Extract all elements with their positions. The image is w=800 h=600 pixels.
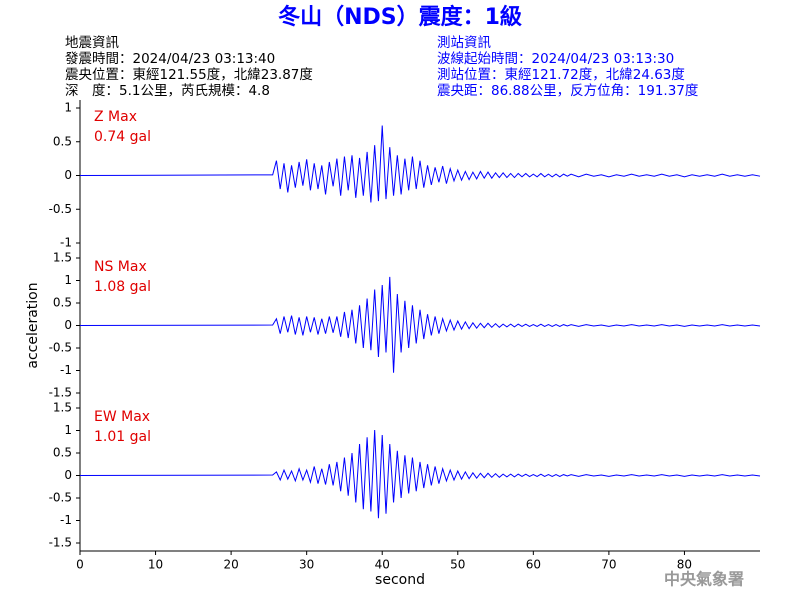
y-tick-label: 0 <box>64 318 72 332</box>
x-tick-label: 70 <box>601 558 616 572</box>
y-tick-label: -1 <box>60 513 72 527</box>
y-tick-label: -0.5 <box>49 491 72 505</box>
waveform <box>79 276 761 373</box>
x-tick-label: 40 <box>375 558 390 572</box>
x-tick-label: 60 <box>526 558 541 572</box>
x-tick-label: 50 <box>450 558 465 572</box>
y-tick-label: 1 <box>64 273 72 287</box>
info-left: 發震時間：2024/04/23 03:13:40 <box>65 51 275 67</box>
info-right: 震央距：86.88公里，反方位角：191.37度 <box>437 83 698 99</box>
component-label: Z Max <box>94 109 137 125</box>
y-tick-label: -1.5 <box>49 536 72 550</box>
waveform <box>79 430 761 519</box>
waveform <box>79 125 761 203</box>
x-tick-label: 0 <box>76 558 84 572</box>
x-axis-title: second <box>375 572 425 588</box>
info-right: 測站資訊 <box>437 35 491 51</box>
y-tick-label: 1 <box>64 423 72 437</box>
y-tick-label: 0.5 <box>53 446 72 460</box>
max-label: 1.01 gal <box>94 429 151 445</box>
info-right: 波線起始時間：2024/04/23 03:13:30 <box>437 51 674 67</box>
y-tick-label: -0.5 <box>49 341 72 355</box>
y-tick-label: -1 <box>60 236 72 250</box>
max-label: 1.08 gal <box>94 279 151 295</box>
x-tick-label: 20 <box>223 558 238 572</box>
x-tick-label: 10 <box>148 558 163 572</box>
max-label: 0.74 gal <box>94 129 151 145</box>
x-tick-label: 30 <box>299 558 314 572</box>
y-tick-label: 1 <box>64 101 72 115</box>
credit: 中央氣象署 <box>664 570 744 589</box>
info-right: 測站位置：東經121.72度，北緯24.63度 <box>437 67 685 83</box>
component-label: EW Max <box>94 409 150 425</box>
page-title: 冬山（NDS）震度：1級 <box>278 4 522 30</box>
y-tick-label: 1.5 <box>53 251 72 265</box>
y-tick-label: -0.5 <box>49 202 72 216</box>
y-tick-label: 1.5 <box>53 401 72 415</box>
y-axis-title: acceleration <box>25 282 41 368</box>
component-label: NS Max <box>94 259 147 275</box>
x-tick-label: 80 <box>677 558 692 572</box>
info-left: 地震資訊 <box>65 35 119 51</box>
y-tick-label: -1.5 <box>49 386 72 400</box>
y-tick-label: 0 <box>64 468 72 482</box>
y-tick-label: 0.5 <box>53 134 72 148</box>
y-tick-label: 0 <box>64 168 72 182</box>
y-tick-label: 0.5 <box>53 296 72 310</box>
y-tick-label: -1 <box>60 363 72 377</box>
info-left: 深 度：5.1公里，芮氏規模：4.8 <box>65 82 270 99</box>
info-left: 震央位置：東經121.55度，北緯23.87度 <box>65 67 313 83</box>
